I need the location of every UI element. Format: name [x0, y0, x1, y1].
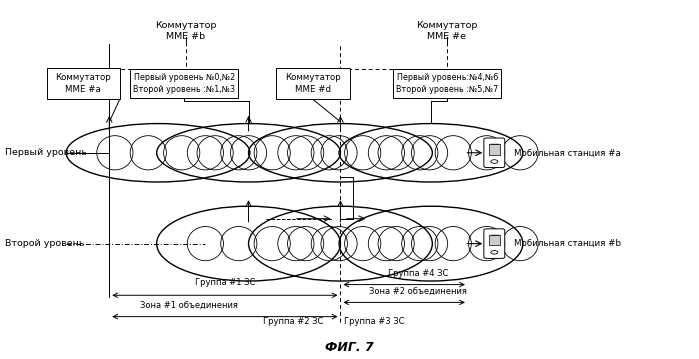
Text: ФИГ. 7: ФИГ. 7 [325, 341, 374, 354]
Bar [130, 69, 238, 98]
Text: Группа #4 ЗС: Группа #4 ЗС [388, 269, 448, 278]
Text: Коммутатор
MME #e: Коммутатор MME #e [417, 21, 477, 41]
Text: Коммутатор
MME #a: Коммутатор MME #a [55, 74, 111, 94]
FancyBboxPatch shape [484, 138, 505, 168]
FancyBboxPatch shape [484, 229, 505, 258]
Text: Второй уровень: Второй уровень [5, 239, 85, 248]
Text: Мобильная станция #a: Мобильная станция #a [514, 148, 621, 157]
Text: Первый уровень:№4,№6
Второй уровень :№5,№7: Первый уровень:№4,№6 Второй уровень :№5,… [396, 73, 498, 94]
Text: Группа #2 ЗС: Группа #2 ЗС [263, 317, 323, 326]
Text: Коммутатор
MME #b: Коммутатор MME #b [155, 21, 217, 41]
Text: Группа #1 ЗС: Группа #1 ЗС [195, 279, 255, 288]
Bar [489, 144, 500, 155]
Bar [276, 68, 350, 99]
Text: Первый уровень №0,№2
Второй уровень :№1,№3: Первый уровень №0,№2 Второй уровень :№1,… [133, 73, 235, 94]
Bar [489, 235, 500, 246]
Bar [394, 69, 501, 98]
Bar [47, 68, 120, 99]
Text: Первый уровень: Первый уровень [5, 148, 87, 157]
Text: Зона #1 объединения: Зона #1 объединения [140, 301, 238, 310]
Text: Группа #3 ЗС: Группа #3 ЗС [344, 317, 405, 326]
Text: Мобильная станция #b: Мобильная станция #b [514, 239, 621, 248]
Text: Коммутатор
MME #d: Коммутатор MME #d [285, 74, 341, 94]
Text: Зона #2 объединения: Зона #2 объединения [369, 287, 467, 296]
